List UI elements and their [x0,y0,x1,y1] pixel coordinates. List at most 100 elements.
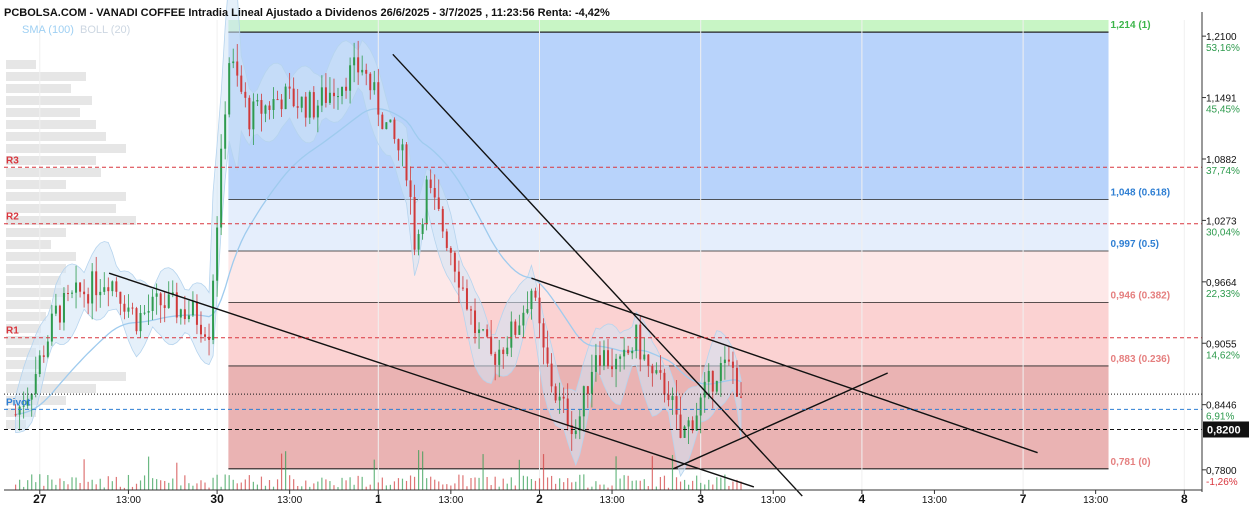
volume-bar [712,484,714,490]
volume-bar [683,479,686,490]
volume-bar [466,486,468,490]
candle-body [95,271,98,296]
volume-bar [164,480,166,490]
candle-body [659,370,662,373]
y-tick-pct: 30,04% [1206,227,1240,238]
y-tick-pct: 53,16% [1206,43,1240,54]
volume-bar [111,481,113,490]
volume-bar [426,478,428,490]
x-tick-label: 4 [859,492,866,506]
candle-body [735,367,738,397]
volume-bar [635,480,637,490]
candle-body [284,86,287,110]
volume-bar [583,474,585,490]
volume-bar [204,482,206,490]
candle-body [740,396,742,398]
candle-body [54,305,57,314]
volume-profile-bar [6,360,41,369]
candle-body [300,96,303,108]
volume-bar [341,477,343,490]
x-tick-label: 13:00 [116,495,141,506]
candle-body [469,309,472,311]
trendline [673,372,888,470]
candle-body [361,69,364,73]
candle-body [34,374,37,394]
volume-bar [39,474,41,490]
candle-body [381,114,384,130]
volume-bar [623,475,625,490]
volume-bar [591,486,593,490]
candle-body [332,92,335,97]
volume-bar [147,456,150,490]
volume-bar [514,485,516,490]
candle-body [655,370,658,374]
volume-bar [79,482,81,490]
volume-bar [83,459,85,490]
candle-body [546,347,549,364]
volume-bar [530,479,533,490]
candle-body [58,305,61,323]
candle-body [328,92,331,103]
candle-body [433,187,436,198]
candle-body [554,386,557,401]
candle-body [183,309,186,320]
candle-body [437,197,440,209]
volume-bar [611,485,613,490]
y-tick-label: 0,8446 [1206,401,1237,412]
candle-body [389,119,392,123]
candle-body [699,397,702,416]
candle-body [131,307,134,309]
volume-bar [740,481,742,490]
fib-level-label: 0,997 (0.5) [1111,239,1159,250]
candle-body [602,350,605,366]
volume-bar [679,481,682,490]
chart-title: PCBOLSA.COM - VANADI COFFEE Intradia Lin… [4,7,610,19]
candle-body [111,281,114,292]
x-tick-label: 2 [536,492,543,506]
volume-bar [196,483,198,490]
volume-bar [325,479,327,490]
candle-body [349,65,352,91]
candle-body [417,234,420,250]
x-tick-label: 27 [33,492,47,506]
volume-bar [91,479,93,490]
current-price-badge [1203,421,1249,438]
volume-bar [55,484,57,490]
volume-bar [571,482,573,490]
candle-body [703,381,706,398]
volume-bar [220,486,222,490]
candle-body [647,354,650,366]
volume-bar [285,451,287,490]
volume-bar [23,486,25,490]
volume-profile-bar [6,336,46,345]
fib-level-label: 1,214 (1) [1111,20,1151,31]
volume-bar [357,475,359,490]
volume-bar [510,477,512,490]
candle-body [14,414,17,416]
volume-bar [651,456,653,490]
volume-bar [716,477,718,490]
volume-bar [696,475,698,490]
volume-bar [256,484,258,490]
volume-bar [720,477,722,490]
volume-bar [353,484,355,490]
volume-bar [313,483,315,490]
candle-body [191,301,194,316]
candle-body [373,82,376,91]
x-tick-label: 13:00 [600,495,625,506]
candle-body [623,349,626,357]
volume-bar [542,454,545,490]
candle-body [288,86,291,89]
candle-body [598,355,601,366]
x-tick-label: 30 [210,492,224,506]
volume-bar [494,476,496,490]
volume-bar [498,486,500,490]
trendline [392,53,803,497]
candle-body [159,293,162,306]
candle-body [139,312,142,332]
candle-body [252,101,255,130]
candle-body [135,308,138,332]
volume-bar [252,481,254,490]
volume-bar [59,478,61,490]
volume-bar [123,487,126,490]
